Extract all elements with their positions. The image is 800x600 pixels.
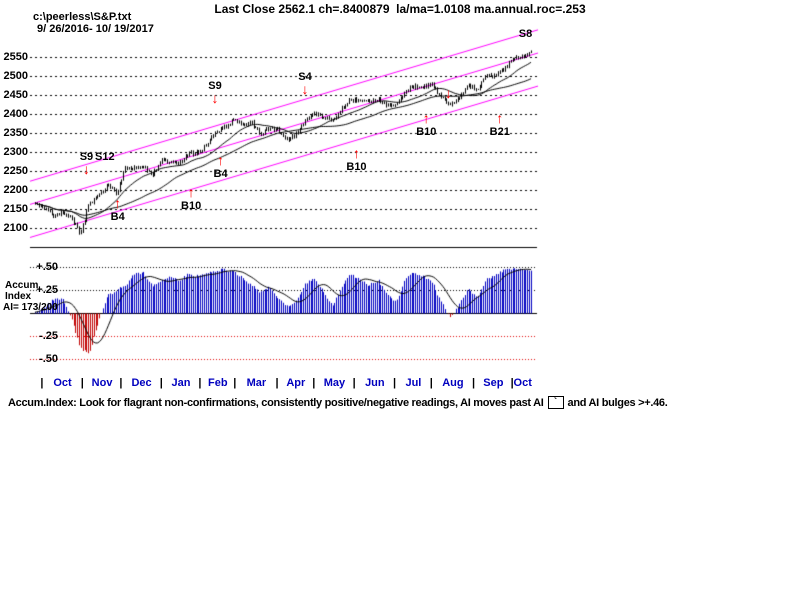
signal-arrow-up-icon: ↑ <box>114 194 122 211</box>
month-separator: | <box>510 377 514 389</box>
month-label: Feb <box>208 377 228 389</box>
price-tick-label: 2100 <box>3 222 28 234</box>
signal-label: B10 <box>181 199 202 212</box>
signal-label: S9 <box>208 80 222 93</box>
signals-layer: S9 ↓ S12 B4 ↑ B10 ↑ S9 ↓ B4 ↑ S4 ↓ B10 ↑ B10 ↑ ↓ B21 ↑ S8 <box>79 28 533 223</box>
price-tick-label: 2550 <box>3 51 28 63</box>
footer-text-before: Accum.Index: Look for flagrant non-confi… <box>8 396 544 409</box>
month-separator: | <box>80 377 84 389</box>
month-separator: | <box>352 377 356 389</box>
month-label: Jun <box>365 377 385 389</box>
ai-tick-label: +.25 <box>36 284 58 296</box>
signal-arrow-up-icon: ↑ <box>217 151 225 168</box>
month-label: Apr <box>286 377 306 389</box>
signal-arrow-up-icon: ↑ <box>496 110 504 127</box>
chart-header-title: Last Close 2562.1 ch=.8400879 la/ma=1.01… <box>214 2 586 16</box>
price-tick-label: 2150 <box>3 203 28 215</box>
month-label: Aug <box>442 377 464 389</box>
signal-label: S8 <box>518 28 533 41</box>
price-tick-label: 2200 <box>3 184 28 196</box>
price-tick-label: 2300 <box>3 146 28 158</box>
price-tick-label: 2450 <box>3 89 28 101</box>
signal-label: B4 <box>110 210 125 223</box>
signal-arrow-up-icon: ↑ <box>352 145 360 162</box>
ai-tick-label: -.50 <box>39 353 58 365</box>
file-path-label: c:\peerless\S&P.txt <box>33 11 132 23</box>
signal-label: B10 <box>346 161 367 174</box>
month-label: Sep <box>483 377 504 389</box>
month-separator: | <box>159 377 163 389</box>
footer-note: Accum.Index: Look for flagrant non-confi… <box>8 396 668 409</box>
month-separator: | <box>198 377 202 389</box>
price-tick-label: 2250 <box>3 165 28 177</box>
footer-text-after: and AI bulges >+.46. <box>567 396 668 409</box>
signal-arrow-down-icon: ↓ <box>301 80 309 97</box>
signal-arrow-up-icon: ↑ <box>422 110 430 127</box>
accum-ai-value: AI= 173/200 <box>3 302 58 313</box>
month-label: Jan <box>171 377 191 389</box>
signal-label: B10 <box>416 126 437 139</box>
month-axis: | Oct | Nov | Dec | Jan | Feb | Mar | Apr | May | Jun | Jul… <box>0 377 800 391</box>
month-label: Oct <box>53 377 72 389</box>
month-label: May <box>323 377 346 389</box>
month-label: Mar <box>246 377 267 389</box>
signal-label: S12 <box>95 150 115 163</box>
accum-label-line1: Accum <box>5 280 39 291</box>
signal-label: S9 <box>79 150 94 163</box>
month-label: Jul <box>405 377 422 389</box>
month-separator: | <box>312 377 316 389</box>
month-separator: | <box>393 377 397 389</box>
month-label: Nov <box>91 377 113 389</box>
date-range-label: 9/ 26/2016- 10/ 19/2017 <box>37 23 154 35</box>
ai-tick-label: -.25 <box>39 330 58 342</box>
price-axis-labels: 2550 2500 2450 2400 2350 2300 2250 2200 2150 2100 <box>0 0 30 260</box>
price-tick-label: 2400 <box>3 108 28 120</box>
month-separator: | <box>119 377 123 389</box>
month-separator: | <box>429 377 433 389</box>
footer-input-box[interactable]: ` <box>547 396 564 409</box>
month-separator: | <box>233 377 237 389</box>
signal-arrow-down-icon: ↓ <box>444 84 452 101</box>
ai-axis-labels: +.50 +.25 -.25 -.50 <box>0 250 60 370</box>
signal-label: B21 <box>489 126 510 139</box>
signal-label: S4 <box>298 70 312 83</box>
month-label: Oct <box>513 377 532 389</box>
month-separator: | <box>472 377 476 389</box>
signal-arrow-down-icon: ↓ <box>82 160 90 177</box>
signal-arrow-down-icon: ↓ <box>211 90 219 107</box>
accum-label-line2: Index <box>5 291 32 302</box>
month-label: Dec <box>131 377 152 389</box>
month-separator: | <box>40 377 44 389</box>
signal-label: B4 <box>213 167 228 180</box>
price-tick-label: 2500 <box>3 70 28 82</box>
ai-tick-label: +.50 <box>36 261 58 273</box>
price-tick-label: 2350 <box>3 127 28 139</box>
month-separator: | <box>275 377 279 389</box>
signal-arrow-up-icon: ↑ <box>187 183 195 200</box>
